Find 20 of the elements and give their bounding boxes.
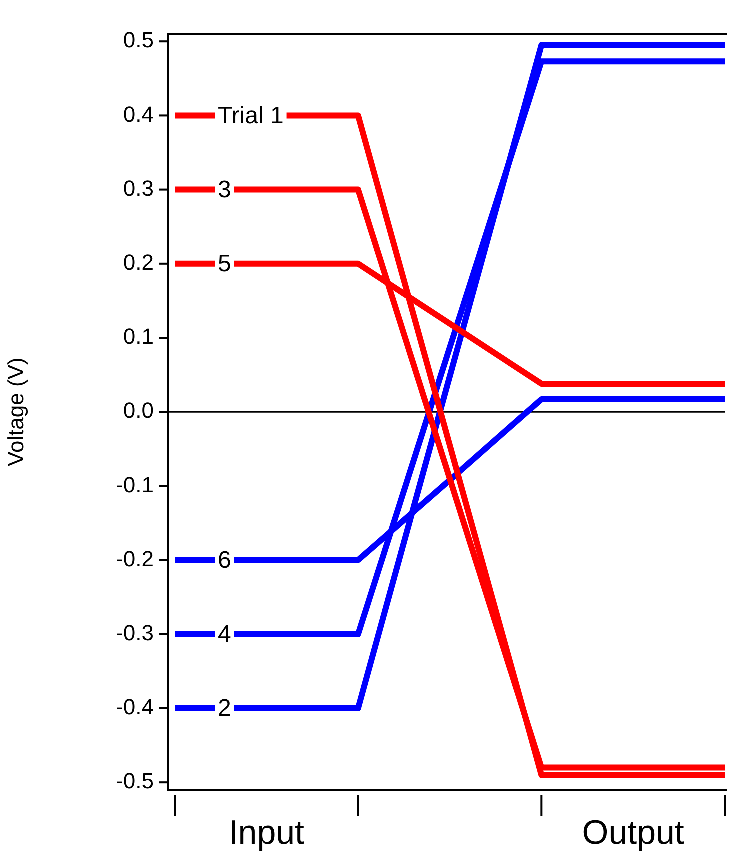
y-tick-label: 0.2 [123,250,154,275]
series-label: 2 [218,695,232,722]
series-label: 3 [218,176,232,204]
y-tick-label: -0.3 [116,620,154,646]
series-label: 5 [218,250,232,278]
y-tick-label: -0.4 [116,694,154,720]
y-tick-label: 0.0 [123,398,154,424]
y-axis-title: Voltage (V) [3,358,28,467]
y-tick-label: 0.1 [123,324,154,350]
y-tick-label: 0.5 [123,28,154,53]
y-tick-label: -0.1 [116,472,154,498]
y-tick-label: 0.4 [123,102,154,127]
y-tick-label: 0.3 [123,176,154,201]
series-label: Trial 1 [218,102,284,130]
x-tick-label: Input [228,814,306,852]
series-label: 4 [218,621,232,648]
y-tick-label: -0.2 [116,546,154,572]
x-tick-label: Output [582,814,685,852]
series-label: 6 [218,546,232,574]
y-tick-label: -0.5 [116,768,154,794]
